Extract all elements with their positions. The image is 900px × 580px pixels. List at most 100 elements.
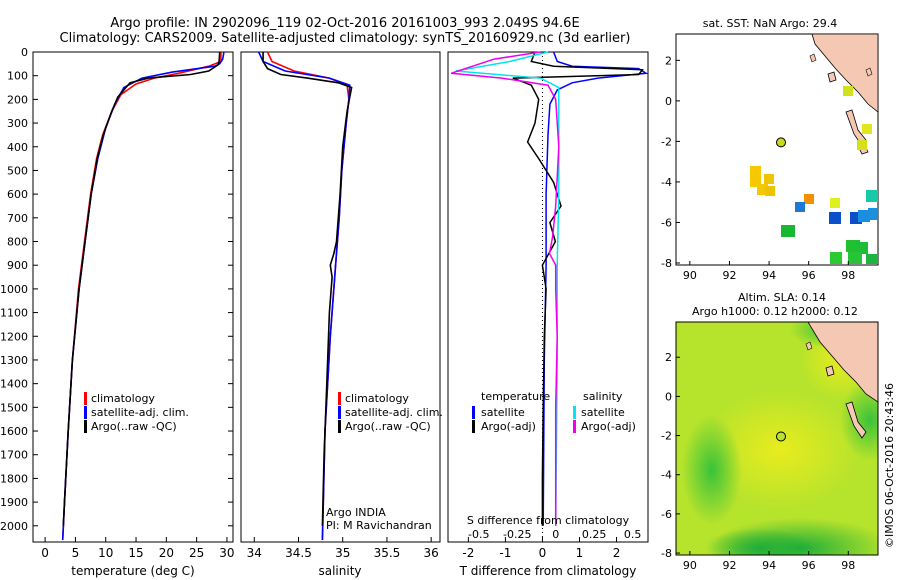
depth-tick-label: 1100	[0, 307, 28, 320]
sst-square	[856, 242, 868, 254]
temperature-tick-label: 30	[219, 546, 234, 560]
s-diff-tick-label: 0.25	[582, 528, 607, 541]
salinity-tick-label: 35.5	[374, 546, 401, 560]
s-diff-tick-label: 0	[552, 528, 559, 541]
legend-swatch-argo	[338, 420, 341, 433]
salinity-tick-label: 34.5	[285, 546, 312, 560]
depth-tick-label: 1800	[0, 472, 28, 485]
sst-square	[857, 140, 867, 150]
sla-map-title-2: Argo h1000: 0.12 h2000: 0.12	[692, 305, 858, 318]
sst-square	[843, 86, 853, 96]
map-x-tick-label: 98	[841, 559, 855, 572]
map-y-tick-label: 2	[665, 54, 672, 67]
map-y-tick-label: -8	[661, 257, 672, 270]
island	[825, 365, 835, 377]
sst-square	[830, 252, 842, 264]
legend-label-temp-satellite: satellite	[481, 406, 525, 419]
map-x-tick-label: 90	[683, 269, 697, 282]
difference-series	[450, 51, 649, 526]
legend-heading-salinity: salinity	[583, 390, 623, 403]
map-x-tick-label: 98	[841, 269, 855, 282]
imos-credit: ©IMOS 06-Oct-2016 20:43:46	[883, 383, 896, 548]
depth-tick-label: 100	[7, 70, 28, 83]
depth-tick-label: 800	[7, 236, 28, 249]
t-diff-tick-label: -1	[499, 546, 511, 560]
island	[827, 71, 837, 83]
depth-tick-label: 1400	[0, 378, 28, 391]
legend-swatch-sal-satellite	[573, 406, 576, 419]
depth-tick-label: 1900	[0, 496, 28, 509]
argo-position-marker	[776, 431, 786, 442]
sla-map-frame	[675, 321, 879, 556]
legend-label-satellite: satellite-adj. clim.	[91, 406, 189, 419]
float-annotation-line-1: Argo INDIA	[326, 506, 386, 519]
t-diff-label: T difference from climatology	[459, 564, 637, 578]
map-y-tick-label: -6	[661, 508, 672, 521]
island	[805, 341, 813, 351]
sst-square	[862, 124, 872, 134]
temperature-x-label: temperature (deg C)	[71, 564, 194, 578]
salinity-tick-label: 35	[335, 546, 350, 560]
legend-label-temp-argo: Argo(-adj)	[481, 420, 536, 433]
temperature-tick-label: 10	[98, 546, 113, 560]
difference-legend: temperature salinity satellite Argo(-adj…	[472, 390, 636, 433]
salinity-series	[257, 51, 353, 541]
salinity-axes-box	[240, 51, 441, 543]
temperature-tick-label: 15	[128, 546, 143, 560]
map-x-tick-label: 94	[762, 269, 776, 282]
legend-label-satellite: satellite-adj. clim.	[345, 406, 443, 419]
temperature-x-axis: 0 5 10 15 20 25 30	[41, 537, 235, 560]
header-line-1: Argo profile: IN 2902096_119 02-Oct-2016…	[110, 16, 579, 31]
map-y-tick-label: -8	[661, 547, 672, 560]
sumatra-land	[807, 322, 878, 403]
depth-tick-label: 300	[7, 117, 28, 130]
temperature-series	[61, 51, 225, 541]
temperature-axes-box	[32, 51, 234, 543]
difference-x-axes: -2 -1 0 1 2 -0.5 -0.25 0 0.25 0.5	[462, 528, 641, 560]
sst-map: sat. SST: NaN Argo: 29.4	[661, 17, 879, 282]
legend-label-argo: Argo(..raw -QC)	[345, 420, 431, 433]
depth-tick-label: 500	[7, 164, 28, 177]
sst-map-axes: 90 92 94 96 98 2 0 -2 -4 -6 -8	[661, 54, 855, 282]
island	[809, 53, 817, 63]
map-y-tick-label: 2	[665, 351, 672, 364]
depth-tick-label: 1600	[0, 425, 28, 438]
map-y-tick-label: -2	[661, 135, 672, 148]
sst-square	[750, 176, 761, 187]
t-diff-tick-label: -2	[462, 546, 474, 560]
s-diff-label: S difference from climatology	[467, 514, 630, 527]
map-y-tick-label: -6	[661, 216, 672, 229]
legend-label-argo: Argo(..raw -QC)	[91, 420, 177, 433]
s-diff-tick-label: 0.5	[624, 528, 642, 541]
map-y-tick-label: -4	[661, 176, 672, 189]
s-diff-tick-label: -0.25	[503, 528, 531, 541]
legend-swatch-satellite	[84, 406, 87, 419]
legend-swatch-argo	[84, 420, 87, 433]
depth-tick-label: 900	[7, 259, 28, 272]
float-annotation-line-2: PI: M Ravichandran	[326, 519, 432, 532]
sst-square	[750, 166, 761, 177]
sst-observations	[750, 86, 878, 264]
temperature-tick-label: 5	[72, 546, 80, 560]
map-x-tick-label: 92	[722, 269, 736, 282]
sla-map-axes: 90 92 94 96 98 2 0 -2 -4 -6 -8	[661, 351, 855, 572]
map-x-tick-label: 96	[802, 269, 816, 282]
sst-square	[829, 212, 841, 224]
sla-map: Altim. SLA: 0.14 Argo h1000: 0.12 h2000:…	[661, 291, 879, 572]
legend-label-climatology: climatology	[91, 392, 155, 405]
difference-line-1	[512, 51, 644, 526]
sla-low-patch	[682, 415, 742, 525]
sla-map-title-1: Altim. SLA: 0.14	[738, 291, 826, 304]
legend-swatch-temp-satellite	[472, 406, 475, 419]
difference-panel: -2 -1 0 1 2 -0.5 -0.25 0 0.25 0.5 S difference fr…	[447, 51, 649, 578]
salinity-tick-label: 36	[424, 546, 439, 560]
sst-square	[795, 202, 805, 212]
map-y-tick-label: 0	[665, 95, 672, 108]
map-x-tick-label: 94	[762, 559, 776, 572]
depth-tick-label: 1000	[0, 283, 28, 296]
depth-tick-label: 1300	[0, 354, 28, 367]
sst-square	[804, 194, 814, 204]
temperature-tick-label: 0	[41, 546, 49, 560]
salinity-x-axis: 34 34.5 35 35.5 36	[247, 537, 439, 560]
